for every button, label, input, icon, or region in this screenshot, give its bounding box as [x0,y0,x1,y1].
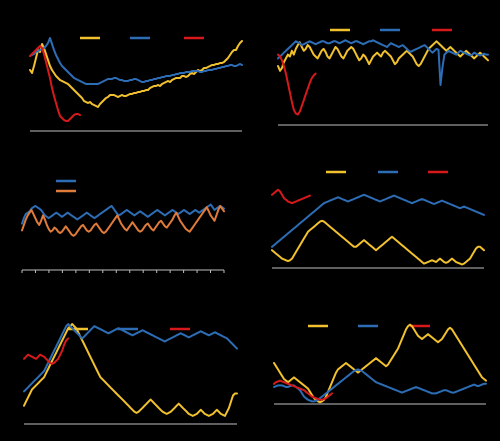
series-line-blue [21,203,225,225]
series-line-blue [23,323,238,393]
series-line-yellow [273,323,487,404]
series-line-yellow [271,219,485,266]
chart-panel-3 [21,179,225,273]
series-line-blue [271,193,485,248]
chart-panel-2 [277,28,489,126]
series-line-blue [277,39,489,86]
series-line-red [271,188,311,205]
series-line-red [273,379,333,401]
series-line-red [23,337,70,365]
series-line-red [277,53,317,116]
series-line-yellow [277,40,489,72]
series-line-blue [29,37,243,85]
series-line-yellow [29,40,243,108]
series-line-yellow [23,323,238,417]
chart-panel-1 [29,36,243,132]
chart-panel-5 [23,323,238,425]
chart-panel-6 [273,323,487,405]
series-line-orange [21,204,225,237]
chart-panel-4 [271,170,485,269]
series-line-red [29,45,81,122]
series-line-blue [273,368,487,403]
